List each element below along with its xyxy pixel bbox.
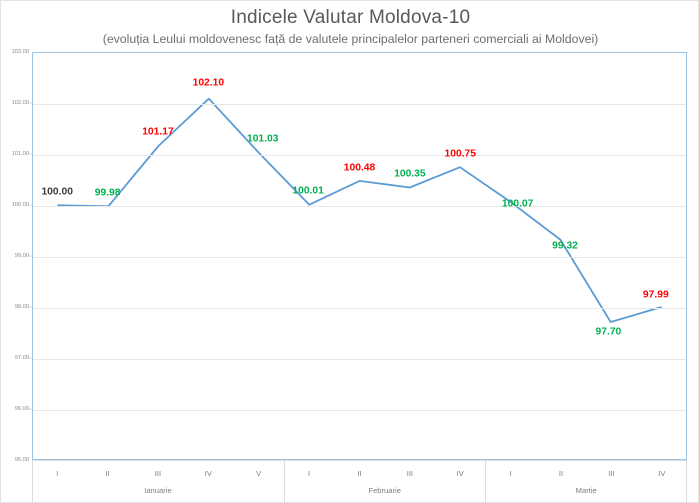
x-axis-tick-label: III	[608, 469, 615, 478]
x-axis: I II III IV V I II III IV I II III IV Ianuarie Februar…	[32, 460, 687, 502]
y-axis-tick-label: 96.00	[14, 406, 29, 412]
data-point-label: 99.98	[94, 187, 121, 199]
series-line	[57, 97, 662, 323]
y-axis-tick-mark	[29, 408, 32, 410]
y-axis-tick-label: 103.00	[11, 49, 29, 55]
gridline	[33, 206, 686, 207]
y-axis-tick-label: 95.00	[14, 457, 29, 463]
x-axis-group-divider	[686, 460, 687, 502]
x-axis-group-divider	[485, 460, 487, 502]
x-axis-tick-label: II	[357, 469, 362, 478]
data-point-label: 100.35	[394, 168, 426, 180]
data-point-label: 101.17	[142, 126, 174, 138]
x-axis-tick-label: II	[105, 469, 110, 478]
x-axis-tick-label: III	[154, 469, 162, 478]
x-axis-tick-label: IV	[456, 469, 464, 478]
y-axis-tick-mark	[29, 357, 32, 359]
x-axis-month-label: Februarie	[368, 486, 401, 495]
x-axis-tick-label: I	[509, 469, 512, 478]
y-axis-tick-label: 101.00	[11, 151, 29, 157]
y-axis: 95.00 96.00 97.00 98.00 99.00 100.00 101.00 102…	[1, 49, 32, 463]
x-axis-tick-label: III	[406, 469, 414, 478]
chart-subtitle: (evoluția Leului moldovenesc față de val…	[102, 32, 599, 46]
y-axis-tick-label: 100.00	[11, 202, 29, 208]
chart-title: Indicele Valutar Moldova-10	[230, 7, 471, 28]
y-axis-tick-label: 99.00	[14, 253, 29, 259]
data-point-label: 100.48	[343, 162, 376, 174]
data-point-label: 99.32	[552, 240, 578, 252]
gridline	[33, 308, 686, 309]
x-axis-group-divider	[32, 460, 33, 502]
x-axis-tick-label: II	[558, 469, 564, 478]
x-axis-tick-label: I	[308, 469, 311, 478]
data-point-label: 100.00	[41, 186, 73, 198]
gridline	[33, 359, 686, 360]
series-polyline	[57, 97, 662, 323]
x-axis-tick-label: I	[56, 469, 59, 478]
x-axis-group-divider	[283, 460, 285, 502]
data-point-label: 100.01	[292, 185, 324, 197]
plot-area	[32, 52, 687, 460]
y-axis-tick-mark	[29, 153, 32, 155]
y-axis-tick-mark	[29, 102, 32, 104]
data-point-label: 100.75	[444, 148, 477, 160]
x-axis-month-label: Ianuarie	[144, 486, 172, 495]
gridline	[33, 257, 686, 258]
gridline	[33, 410, 686, 411]
x-axis-month-label: Martie	[575, 486, 597, 495]
x-axis-tick-label: V	[256, 469, 262, 478]
y-axis-tick-mark	[29, 255, 32, 257]
y-axis-tick-mark	[29, 306, 32, 308]
gridline	[33, 104, 686, 105]
x-axis-tick-label: IV	[658, 469, 666, 478]
data-point-label: 100.07	[501, 198, 534, 210]
data-point-label: 97.70	[595, 326, 622, 338]
x-axis-topline	[32, 460, 687, 461]
data-point-label: 101.03	[246, 133, 279, 145]
y-axis-tick-mark	[29, 204, 32, 206]
y-axis-tick-label: 98.00	[14, 304, 29, 310]
data-point-label: 97.99	[642, 289, 669, 300]
gridline	[33, 155, 686, 156]
y-axis-tick-label: 102.00	[11, 100, 29, 106]
y-axis-tick-label: 97.00	[14, 355, 29, 361]
x-axis-tick-label: IV	[204, 469, 212, 478]
data-point-label: 102.10	[192, 77, 225, 89]
